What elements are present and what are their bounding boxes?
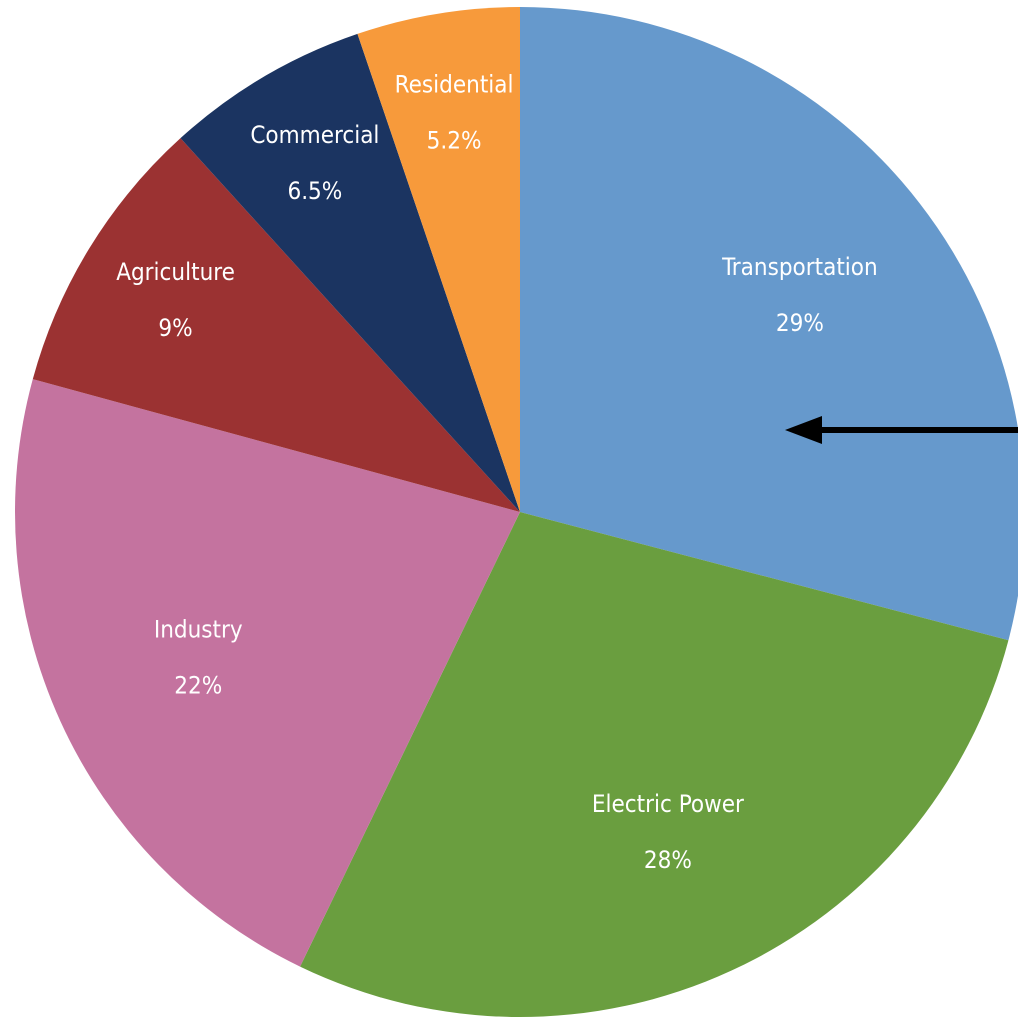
slice xyxy=(520,7,1018,641)
slice-label: Transportation xyxy=(721,253,878,281)
slice-value-label: 28% xyxy=(644,846,692,874)
slices xyxy=(14,6,1018,1017)
slice xyxy=(180,33,521,512)
slice-label: Industry xyxy=(154,615,243,643)
slice-value-label: 22% xyxy=(174,671,222,699)
labels: Transportation 29% Electric Power 28% Indust… xyxy=(116,70,877,874)
slice-value-label: 5.2% xyxy=(427,126,482,154)
slice-value-label: 9% xyxy=(158,314,192,342)
slice-value-label: 29% xyxy=(776,309,824,337)
slice-label: Commercial xyxy=(250,121,379,149)
arrow-head xyxy=(785,416,822,444)
slice xyxy=(14,379,520,967)
slice-label: Agriculture xyxy=(116,258,235,286)
slice xyxy=(357,6,520,512)
slice-label: Electric Power xyxy=(592,790,744,818)
slice-value-label: 6.5% xyxy=(287,177,342,205)
slice-label: Residential xyxy=(395,70,514,98)
slice xyxy=(300,512,1009,1017)
slice xyxy=(32,138,520,512)
